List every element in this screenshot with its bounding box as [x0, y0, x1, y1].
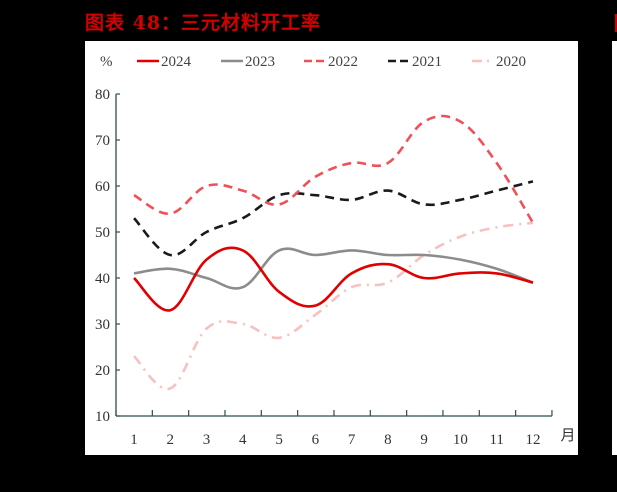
x-tick-label: 7	[348, 432, 356, 448]
series-line-2021	[133, 180, 534, 257]
legend-label: 2023	[245, 54, 275, 70]
legend-label: 2021	[412, 54, 442, 70]
series-line-2024	[133, 246, 534, 312]
x-tick-label: 5	[275, 432, 283, 448]
y-tick-label: 40	[95, 271, 110, 287]
x-tick-label: 12	[525, 432, 540, 448]
legend-item-2022: 2022	[304, 54, 358, 70]
y-tick-label: 20	[95, 363, 110, 379]
chart-title: 图表 48：三元材料开工率	[85, 12, 322, 34]
y-unit-label: %	[100, 54, 113, 70]
legend-item-2020: 2020	[472, 54, 526, 70]
legend-label: 2024	[161, 54, 192, 70]
chart-panel	[85, 41, 578, 455]
series-line-2023	[133, 247, 534, 290]
y-tick-label: 80	[95, 87, 110, 103]
legend-label: 2020	[496, 54, 526, 70]
y-tick-label: 30	[95, 317, 110, 333]
y-tick-label: 70	[95, 133, 110, 149]
series-line-2022	[133, 114, 535, 224]
x-tick-label: 11	[489, 432, 503, 448]
y-tick-label: 60	[95, 179, 110, 195]
legend-item-2021: 2021	[388, 54, 442, 70]
x-tick-label: 3	[203, 432, 211, 448]
y-tick-label: 50	[95, 225, 110, 241]
x-tick-label: 2	[167, 432, 175, 448]
legend-label: 2022	[328, 54, 358, 70]
legend-item-2024: 2024	[137, 54, 192, 70]
x-axis-label: 月	[560, 428, 575, 444]
legend-item-2023: 2023	[221, 54, 275, 70]
x-tick-label: 10	[453, 432, 468, 448]
x-tick-label: 1	[130, 432, 138, 448]
x-tick-label: 9	[420, 432, 428, 448]
x-tick-label: 6	[312, 432, 320, 448]
adjacent-title-edge	[615, 14, 617, 32]
legend: % 2024 2023 2022 2021 2020	[100, 54, 526, 70]
x-tick-label: 8	[384, 432, 392, 448]
series-line-2020	[133, 221, 534, 390]
x-tick-label: 4	[239, 432, 247, 448]
plot-lines	[133, 114, 535, 390]
adjacent-panel-edge	[612, 41, 617, 455]
y-tick-label: 10	[95, 409, 110, 425]
